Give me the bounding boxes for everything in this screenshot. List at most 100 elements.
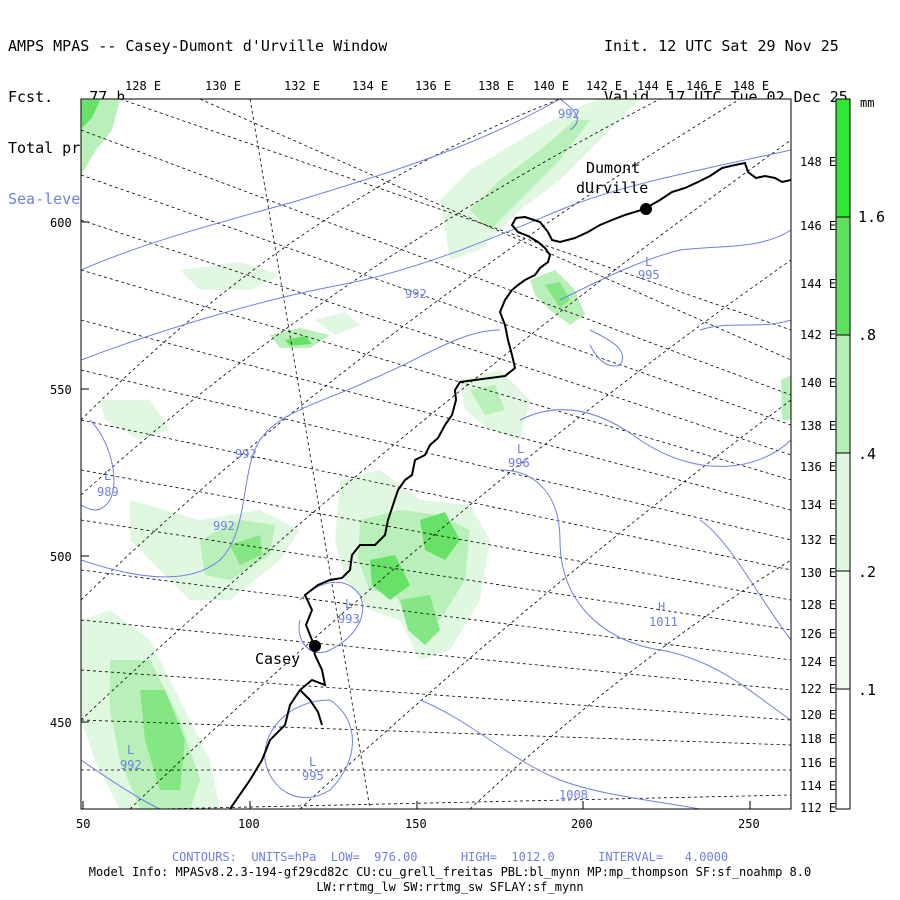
lon-label: 120 E	[800, 708, 836, 722]
low-high-markers: L L L H L L L	[104, 255, 665, 769]
grid-line	[81, 619, 791, 691]
grid-line	[81, 419, 791, 571]
station-label: Dumont	[586, 159, 640, 177]
pressure-contours	[81, 99, 791, 809]
station-marker	[640, 203, 652, 215]
pressure-label: 1008	[559, 788, 588, 802]
pressure-center-marker: L	[104, 469, 111, 483]
x-tick-label: 50	[76, 817, 90, 831]
map-title: AMPS MPAS -- Casey-Dumont d'Urville Wind…	[8, 37, 388, 55]
lon-label: 112 E	[800, 801, 836, 815]
grid-line	[299, 399, 791, 809]
y-tick-label: 500	[50, 550, 72, 564]
lon-label: 118 E	[800, 732, 836, 746]
lon-label: 114 E	[800, 779, 836, 793]
model-info: Model Info: MPASv8.2.3-194-gf29cd82c CU:…	[88, 865, 812, 879]
lon-label: 124 E	[800, 655, 836, 669]
isobar	[699, 319, 791, 331]
colorbar-label: .2	[858, 563, 876, 581]
lon-label: 146 E	[686, 79, 722, 93]
lon-label: 130 E	[205, 79, 241, 93]
isobar	[559, 99, 578, 131]
grid-line	[81, 319, 791, 511]
pressure-label: 992	[558, 107, 580, 121]
lon-label: 134 E	[352, 79, 388, 93]
pressure-label: 996	[508, 456, 530, 470]
colorbar: mm 1.6 .8 .4 .2 .1	[835, 96, 885, 810]
precip-area	[81, 100, 100, 128]
pressure-labels: 992 992 995 996 992 989 992 993 1011 992…	[97, 107, 678, 802]
pressure-center-marker: L	[645, 255, 652, 269]
isobar	[699, 519, 791, 641]
precip-shading	[81, 99, 791, 809]
isobar	[81, 419, 115, 511]
grid-line	[119, 99, 791, 331]
isobar	[589, 329, 623, 367]
lon-label: 122 E	[800, 682, 836, 696]
lon-label: 126 E	[800, 627, 836, 641]
colorbar-segment	[836, 335, 850, 453]
lon-label: 132 E	[284, 79, 320, 93]
x-tick-label: 100	[238, 817, 260, 831]
precip-area	[285, 336, 312, 346]
lon-label: 128 E	[800, 598, 836, 612]
lon-label: 128 E	[125, 79, 161, 93]
coastline	[299, 689, 323, 726]
x-tick-label: 150	[405, 817, 427, 831]
contour-info: CONTOURS: UNITS=hPa LOW= 976.00 HIGH= 10…	[171, 850, 729, 864]
colorbar-segment	[836, 99, 850, 217]
lon-label: 138 E	[478, 79, 514, 93]
fcst-label: Fcst.	[8, 88, 54, 106]
lon-label: 140 E	[533, 79, 569, 93]
pressure-label: 993	[338, 612, 360, 626]
pressure-label: 992	[213, 519, 235, 533]
station-marker	[309, 640, 321, 652]
init-time: Init. 12 UTC Sat 29 Nov 25	[604, 37, 839, 55]
isobar	[559, 229, 791, 301]
lon-label: 138 E	[800, 419, 836, 433]
station-label: Casey	[255, 650, 300, 668]
lon-label: 148 E	[800, 155, 836, 169]
grid-line	[81, 219, 791, 456]
isobar	[519, 409, 791, 467]
pressure-center-marker: L	[345, 597, 352, 611]
lon-label: 144 E	[637, 79, 673, 93]
grid-line	[81, 129, 791, 396]
pressure-label: 992	[120, 758, 142, 772]
colorbar-segment	[836, 217, 850, 335]
grid-line	[129, 259, 791, 809]
isobar	[81, 329, 501, 578]
precip-area	[230, 535, 262, 565]
grid-line	[81, 99, 661, 496]
pressure-label: 1011	[649, 615, 678, 629]
top-lon-labels: 128 E 130 E 132 E 134 E 136 E 138 E 140 …	[125, 79, 769, 93]
pressure-label: 995	[638, 268, 660, 282]
plot-area	[81, 99, 791, 809]
isobar	[81, 99, 561, 271]
colorbar-border	[835, 98, 851, 810]
pressure-center-marker: L	[309, 755, 316, 769]
pressure-label: 992	[235, 447, 257, 461]
latlon-grid	[81, 99, 791, 809]
isobar	[499, 469, 791, 721]
grid-line	[81, 99, 741, 601]
station-casey: Casey	[255, 640, 321, 668]
precip-area	[545, 282, 570, 308]
grid-line	[81, 469, 791, 601]
y-tick-label: 550	[50, 383, 72, 397]
colorbar-segment	[836, 689, 850, 809]
y-tick-label: 450	[50, 716, 72, 730]
colorbar-label: .8	[858, 326, 876, 344]
y-tick-label: 600	[50, 216, 72, 230]
plot-border	[80, 98, 792, 810]
pressure-label: 989	[97, 485, 119, 499]
pressure-center-marker: L	[127, 743, 134, 757]
precip-area	[781, 375, 791, 420]
lon-label: 144 E	[800, 277, 836, 291]
lon-label: 116 E	[800, 756, 836, 770]
x-tick-label: 200	[571, 817, 593, 831]
colorbar-segment	[836, 571, 850, 689]
precip-area	[315, 312, 360, 335]
grid-line	[81, 669, 791, 721]
station-label: dUrville	[576, 179, 648, 197]
